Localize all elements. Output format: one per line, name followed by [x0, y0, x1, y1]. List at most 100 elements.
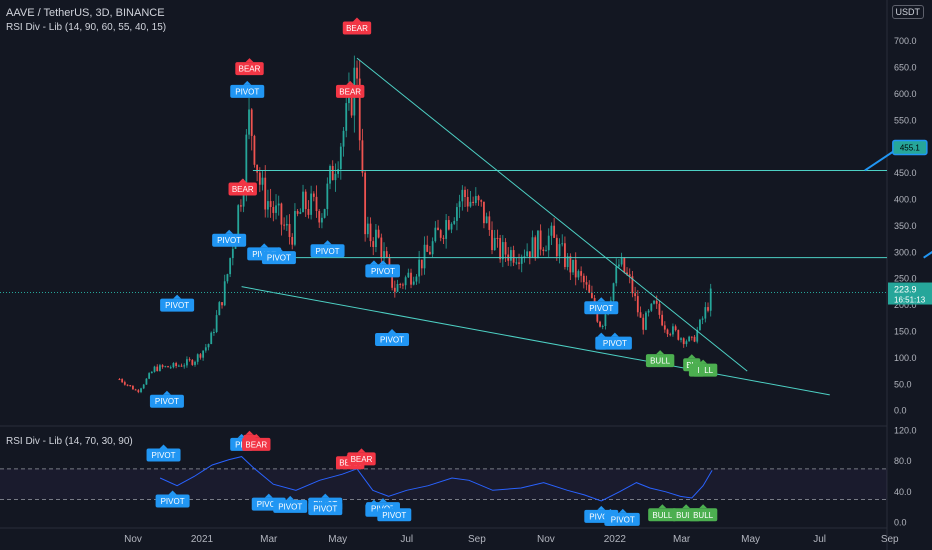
pivot-label: PIVOT [212, 229, 247, 247]
bull-label-pointer [687, 354, 696, 359]
candle-body [223, 281, 226, 306]
candle-body [240, 205, 242, 207]
rsi-pivot-label-text: PIVOT [152, 451, 176, 460]
pivot-label-box [310, 244, 345, 258]
candle-body [569, 256, 572, 273]
bull-label-pointer [656, 350, 665, 355]
candle-body [666, 329, 669, 335]
candle-body [329, 166, 331, 184]
rsi-pivot-label-pointer [390, 504, 399, 509]
candle-body [631, 276, 634, 294]
rsi-pivot-label-box [377, 508, 412, 522]
pivot-label-box [160, 298, 195, 312]
time-axis-tick: Sep [468, 534, 486, 545]
candle-body [221, 302, 223, 306]
candle-body [488, 216, 491, 230]
candle-body [142, 384, 145, 389]
candle-body [653, 300, 655, 304]
time-axis-tick: May [741, 534, 760, 545]
candle-body [453, 220, 456, 224]
rsi-axis-tick: 120.0 [894, 426, 917, 436]
candle-body [169, 367, 172, 369]
pivot-label-box [365, 264, 400, 278]
candle-body [426, 244, 429, 252]
bull-label-pointer [694, 359, 703, 364]
candle-body [272, 207, 275, 213]
candle-body [564, 243, 566, 267]
rsi-bear-label: BEAR [347, 448, 376, 466]
rsi-pivot-label-text: PIVOT [611, 515, 635, 524]
candle-body [599, 321, 601, 327]
candle-body [439, 230, 442, 238]
candle-body [345, 103, 348, 131]
candle-body [534, 237, 537, 259]
candle-body [623, 257, 626, 273]
candle-body [582, 275, 585, 283]
candle-body [399, 284, 402, 286]
bear-label-box [235, 62, 264, 76]
candle-body [445, 220, 448, 239]
pivot-label: PIVOT [261, 247, 296, 265]
bull-label-box [645, 354, 675, 368]
rsi-axis-tick: 80.0 [894, 456, 912, 466]
price-axis-tick: 550.0 [894, 115, 917, 125]
candle-body [650, 303, 653, 311]
candle-body [215, 315, 218, 333]
candle-body [299, 212, 302, 214]
price-tag-text: 455.1 [900, 143, 921, 152]
candle-body [472, 201, 475, 204]
price-tag-box [892, 139, 928, 156]
rsi-pivot-label-box [273, 499, 308, 513]
candle-body [164, 366, 167, 368]
candle-body [585, 282, 588, 285]
pivot-label-box [261, 251, 296, 265]
pivot-label-pointer [369, 260, 378, 265]
time-axis-tick: Sep [881, 534, 899, 545]
rsi-pivot-label: PIVOT [146, 444, 181, 462]
candle-body [134, 389, 137, 391]
pivot-label-pointer [388, 328, 397, 333]
candle-body [267, 201, 269, 210]
candle-body [396, 284, 399, 292]
candle-body [669, 334, 672, 336]
candle-body [539, 230, 542, 250]
current-price-tag [888, 282, 932, 305]
bull-label: BULL [645, 350, 675, 368]
rsi-pivot-label-pointer [159, 444, 168, 449]
candle-body [612, 283, 615, 301]
rsi-bear-label-text: BEAR [245, 440, 267, 449]
rsi-pivot-label-text: PIV [235, 440, 249, 449]
candle-body [150, 371, 153, 374]
candle-body [510, 250, 512, 261]
candle-body [172, 363, 175, 368]
candle-body [618, 264, 620, 267]
candle-body [655, 300, 658, 304]
rsi-pivot-label-text: PIVOT [313, 505, 337, 514]
candle-body [280, 203, 283, 225]
candle-body [580, 271, 583, 276]
bear-label-box [228, 182, 257, 196]
candle-body [545, 250, 547, 252]
time-axis-tick: 2022 [604, 534, 627, 545]
price-axis-tick: 200.0 [894, 300, 917, 310]
rsi-pivot-label: PIVOT [273, 495, 308, 513]
candle-body [707, 307, 709, 311]
price-axis-tick: 700.0 [894, 36, 917, 46]
symbol-title: AAVE / TetherUS, 3D, BINANCE [6, 7, 165, 19]
currency-button[interactable]: USDT [891, 5, 924, 19]
candle-body [485, 216, 488, 224]
candle-body [358, 78, 361, 141]
candle-body [275, 205, 277, 213]
price-axis-tick: 350.0 [894, 221, 917, 231]
rsi-pivot-label-pointer [321, 493, 330, 498]
candle-body [310, 193, 313, 215]
pivot-label-box [230, 84, 265, 98]
candle-body [591, 292, 593, 298]
rsi-pivot-label-pointer [321, 498, 330, 503]
candle-body [434, 227, 437, 242]
time-axis-tick: Nov [124, 534, 142, 545]
candle-body [334, 173, 337, 181]
rsi-bull-label-pointer [658, 504, 667, 509]
candle-body [458, 201, 461, 208]
